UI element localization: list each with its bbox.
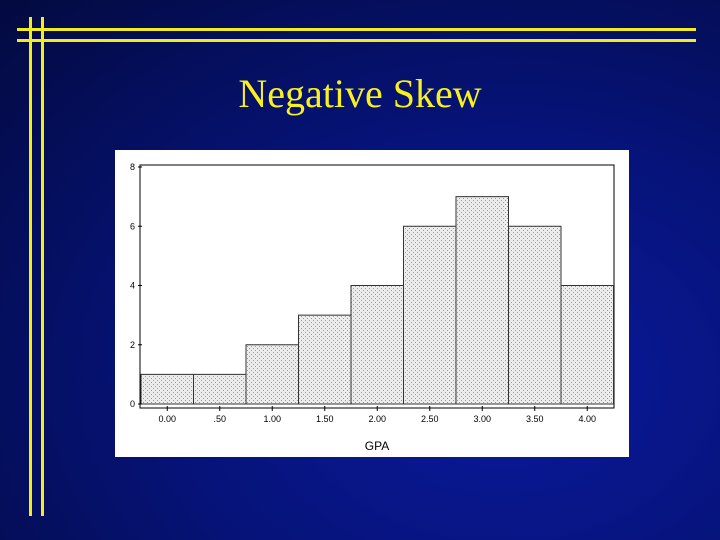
histogram-bar — [508, 225, 562, 405]
histogram-bar — [298, 314, 352, 405]
y-tick-label: 6 — [130, 221, 135, 231]
x-tick-label: 3.00 — [473, 414, 491, 424]
x-axis-label: GPA — [365, 439, 389, 453]
x-tick-label: 2.00 — [368, 414, 386, 424]
x-tick-label: 1.00 — [263, 414, 281, 424]
x-tick-label: 2.50 — [421, 414, 439, 424]
histogram-bar — [140, 373, 194, 405]
histogram-bar — [403, 225, 457, 405]
histogram-bar — [245, 344, 299, 405]
x-tick-label: 4.00 — [578, 414, 596, 424]
slide-title: Negative Skew — [238, 71, 482, 116]
y-tick-label: 2 — [130, 340, 135, 350]
y-tick-label: 8 — [130, 162, 135, 172]
y-tick-label: 4 — [130, 281, 135, 291]
chart-panel: 0 2 4 6 8 0.00 .50 1.00 1.50 2.00 2.50 3.00 3.50 4.0… — [115, 150, 629, 457]
x-tick-label: 1.50 — [316, 414, 334, 424]
horizontal-rule-top — [17, 28, 696, 31]
histogram-bar — [193, 373, 247, 405]
histogram-bar — [560, 285, 614, 405]
horizontal-rule-bottom — [17, 39, 696, 42]
y-tick-label: 0 — [130, 399, 135, 409]
x-tick-label: 0.00 — [158, 414, 176, 424]
x-tick-label: 3.50 — [526, 414, 544, 424]
vertical-rule-inner — [41, 17, 44, 516]
vertical-rule-outer — [29, 17, 32, 516]
histogram-bar — [350, 285, 404, 405]
histogram-chart: 0 2 4 6 8 0.00 .50 1.00 1.50 2.00 2.50 3.00 3.50 4.0… — [130, 162, 615, 453]
x-tick-label: .50 — [213, 414, 226, 424]
histogram-bar — [455, 196, 509, 405]
